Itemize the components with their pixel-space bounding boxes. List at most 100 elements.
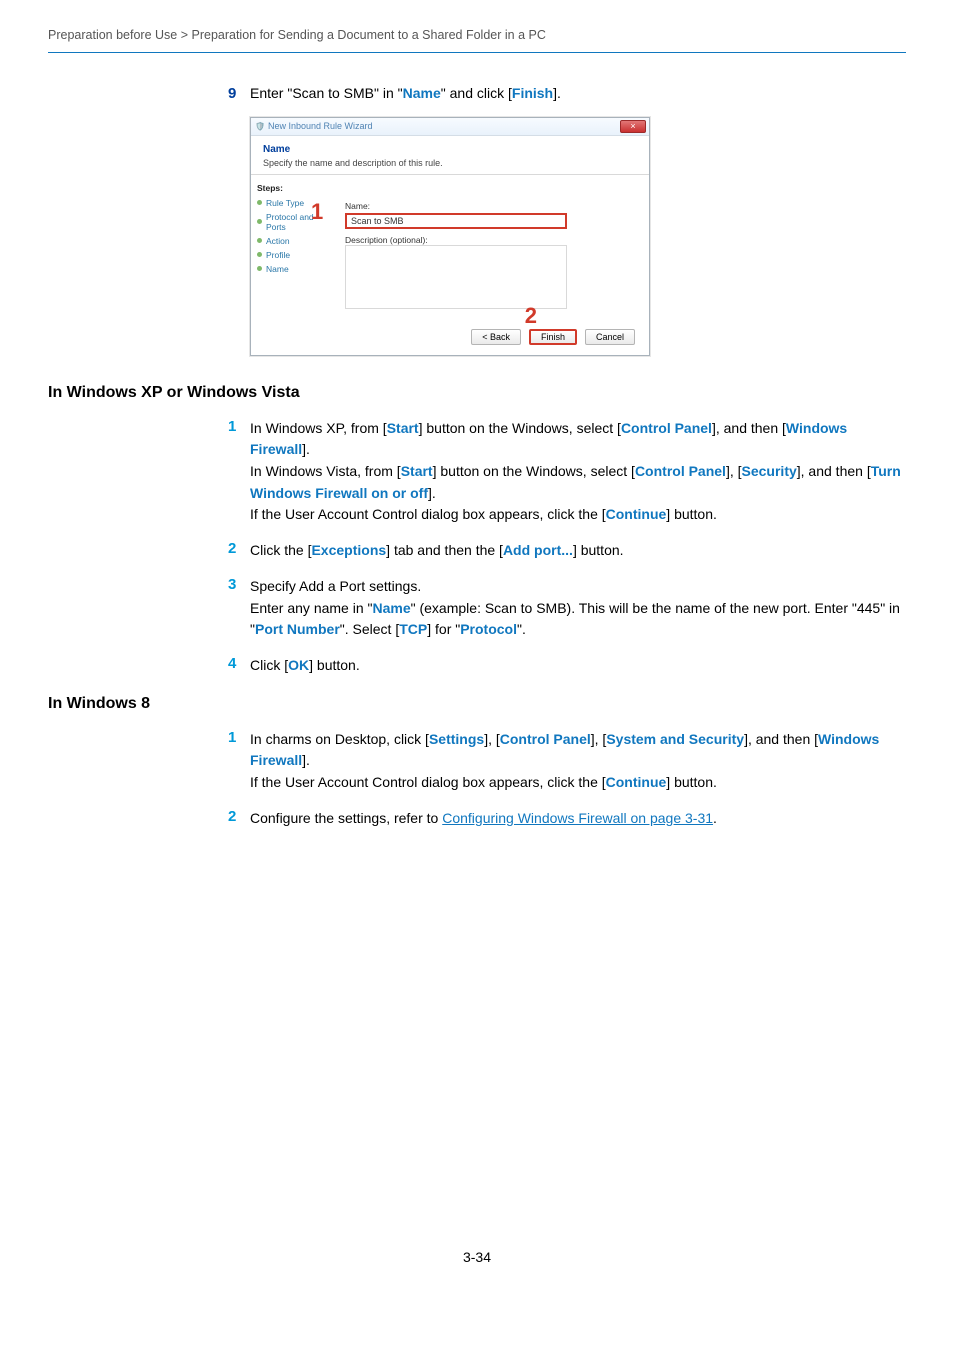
t: ] button.: [666, 506, 717, 522]
step-9: 9 Enter "Scan to SMB" in "Name" and clic…: [228, 83, 906, 105]
finish-button[interactable]: Finish: [529, 329, 577, 345]
cancel-button[interactable]: Cancel: [585, 329, 635, 345]
titlebar-text: New Inbound Rule Wizard: [268, 121, 373, 131]
sidebar-step[interactable]: Protocol and Ports: [257, 212, 335, 232]
t: ] tab and then the [: [386, 542, 503, 558]
kw-tcp: TCP: [399, 621, 427, 637]
bullet-icon: [257, 266, 262, 271]
kw-control-panel: Control Panel: [500, 731, 591, 747]
t: ], [: [726, 463, 742, 479]
section-heading-w8: In Windows 8: [48, 695, 906, 713]
kw-ok: OK: [288, 657, 309, 673]
t: ".: [517, 621, 526, 637]
description-textarea[interactable]: [345, 245, 567, 309]
bullet-icon: [257, 252, 262, 257]
sidebar-step[interactable]: Action: [257, 236, 335, 246]
kw-settings: Settings: [429, 731, 484, 747]
step-text: Enter "Scan to SMB" in "Name" and click …: [250, 83, 561, 105]
keyword-finish: Finish: [512, 85, 553, 101]
t: Click [: [250, 657, 288, 673]
t: ].: [302, 752, 310, 768]
step-text: Configure the settings, refer to Configu…: [250, 808, 906, 830]
callout-1: 1: [311, 199, 323, 225]
dialog-main: 1 Name: Scan to SMB Description (optiona…: [341, 175, 649, 317]
dialog-body: Steps: Rule Type Protocol and Ports Acti…: [251, 175, 649, 317]
kw-control-panel: Control Panel: [621, 420, 712, 436]
t: ] button on the Windows, select [: [419, 420, 621, 436]
step-text: Specify Add a Port settings. Enter any n…: [250, 576, 906, 641]
kw-security: Security: [742, 463, 797, 479]
label: Protocol and Ports: [266, 212, 335, 232]
step-number: 2: [228, 808, 250, 830]
kw-port-number: Port Number: [255, 621, 340, 637]
step-number: 9: [228, 85, 250, 102]
t: Enter any name in ": [250, 600, 372, 616]
step-text: In charms on Desktop, click [Settings], …: [250, 729, 906, 794]
kw-system-security: System and Security: [606, 731, 744, 747]
t: In charms on Desktop, click [: [250, 731, 429, 747]
step-number: 3: [228, 576, 250, 641]
step-2: 2 Click the [Exceptions] tab and then th…: [228, 540, 906, 562]
kw-name: Name: [372, 600, 410, 616]
sidebar-step[interactable]: Profile: [257, 250, 335, 260]
description-label: Description (optional):: [345, 235, 631, 245]
step-1: 1 In Windows XP, from [Start] button on …: [228, 418, 906, 526]
name-label: Name:: [345, 201, 631, 211]
sidebar-step[interactable]: Rule Type: [257, 198, 335, 208]
t: ] for ": [427, 621, 460, 637]
kw-continue: Continue: [606, 506, 667, 522]
dialog-header: Name Specify the name and description of…: [251, 136, 649, 175]
t: ], [: [484, 731, 500, 747]
step-4: 4 Click [OK] button.: [228, 655, 906, 677]
kw-continue: Continue: [606, 774, 667, 790]
t: Specify Add a Port settings.: [250, 578, 421, 594]
dialog-title: Name: [263, 144, 637, 155]
text: ].: [553, 85, 561, 101]
kw-start: Start: [401, 463, 433, 479]
step-number: 1: [228, 729, 250, 794]
sidebar-step[interactable]: Name: [257, 264, 335, 274]
keyword-name: Name: [403, 85, 441, 101]
t: Click the [: [250, 542, 311, 558]
label: Action: [266, 236, 290, 246]
step-3: 3 Specify Add a Port settings. Enter any…: [228, 576, 906, 641]
dialog-titlebar: 🛡️ New Inbound Rule Wizard ×: [251, 118, 649, 136]
step-text: Click the [Exceptions] tab and then the …: [250, 540, 906, 562]
text: " and click [: [441, 85, 512, 101]
step-number: 2: [228, 540, 250, 562]
t: ] button.: [666, 774, 717, 790]
close-button[interactable]: ×: [620, 120, 646, 133]
text: Enter "Scan to SMB" in ": [250, 85, 403, 101]
t: ].: [302, 441, 310, 457]
dialog-footer: 2 < Back Finish Cancel: [251, 317, 649, 355]
steps-heading: Steps:: [257, 183, 335, 193]
dialog-subtitle: Specify the name and description of this…: [263, 158, 637, 168]
back-button[interactable]: < Back: [471, 329, 521, 345]
callout-2: 2: [525, 303, 537, 329]
t: ], and then [: [712, 420, 786, 436]
bullet-icon: [257, 200, 262, 205]
t: ] button.: [573, 542, 624, 558]
kw-start: Start: [387, 420, 419, 436]
step-1: 1 In charms on Desktop, click [Settings]…: [228, 729, 906, 794]
page-number: 3-34: [48, 1249, 906, 1265]
bullet-icon: [257, 238, 262, 243]
shield-icon: 🛡️: [255, 122, 265, 131]
section-heading-xp-vista: In Windows XP or Windows Vista: [48, 384, 906, 402]
t: If the User Account Control dialog box a…: [250, 774, 606, 790]
name-input[interactable]: Scan to SMB: [345, 213, 567, 229]
t: ] button on the Windows, select [: [433, 463, 635, 479]
t: ". Select [: [340, 621, 399, 637]
label: Name: [266, 264, 289, 274]
t: ].: [428, 485, 436, 501]
t: In Windows Vista, from [: [250, 463, 401, 479]
t: ], and then [: [744, 731, 818, 747]
t: .: [713, 810, 717, 826]
label: Rule Type: [266, 198, 304, 208]
bullet-icon: [257, 219, 262, 224]
wizard-dialog: 🛡️ New Inbound Rule Wizard × Name Specif…: [250, 117, 650, 356]
t: In Windows XP, from [: [250, 420, 387, 436]
steps-sidebar: Steps: Rule Type Protocol and Ports Acti…: [251, 175, 341, 317]
step-text: Click [OK] button.: [250, 655, 906, 677]
link-configuring-firewall[interactable]: Configuring Windows Firewall on page 3-3…: [442, 810, 713, 826]
